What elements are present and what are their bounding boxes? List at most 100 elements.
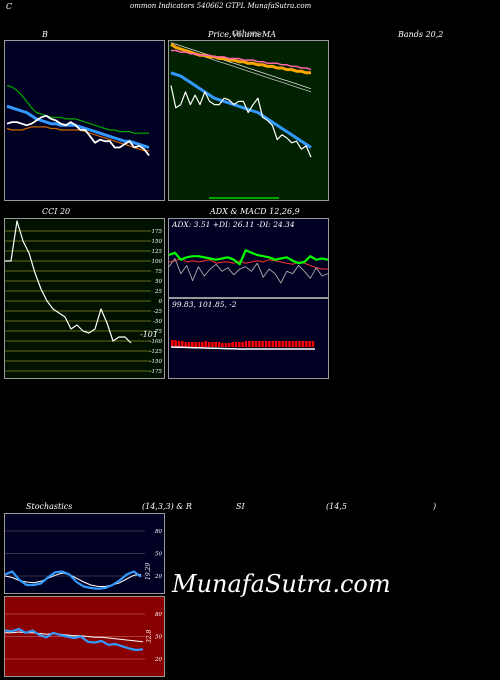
macd-hist-bar	[288, 341, 291, 347]
macd-hist-bar	[194, 342, 197, 347]
macd-hist-bar	[171, 340, 174, 347]
cci-tick-label: 0	[159, 299, 163, 305]
cci-tick-label: 150	[152, 239, 163, 245]
macd-hist-bar	[248, 341, 251, 347]
bollinger-chart	[6, 84, 150, 157]
macd-hist-bar	[258, 341, 261, 347]
macd-hist-bar	[224, 343, 228, 347]
cci-tick-label: -75	[153, 329, 162, 335]
macd-hist-bar	[261, 341, 264, 347]
macd-hist-bar	[264, 341, 268, 347]
stoch-k-line	[4, 570, 142, 590]
macd-hist-bar	[221, 343, 224, 347]
adx-macd-title: ADX & MACD 12,26,9	[210, 207, 300, 216]
price-title-b: Volume	[232, 30, 262, 39]
cci-tick-label: -175	[150, 369, 163, 375]
stoch-tick-label: 50	[155, 552, 162, 558]
stoch-value-text: 19.29	[145, 563, 152, 580]
cci-tick-label: -100	[150, 339, 163, 345]
macd-hist-bar	[197, 342, 201, 347]
bb-price-line	[6, 114, 150, 157]
macd-chart	[170, 340, 315, 350]
macd-panel: 99.83, 101.85, -2	[168, 298, 329, 379]
cci-tick-label: -150	[150, 359, 163, 365]
rsi-line	[4, 627, 144, 652]
cci-tick-label: 50	[155, 279, 162, 285]
macd-hist-bar	[301, 341, 305, 347]
header-left-letter: C	[6, 2, 13, 11]
price-ma-panel	[168, 40, 329, 201]
stoch-d-line	[4, 572, 142, 587]
macd-hist-bar	[254, 341, 258, 347]
rsi-chart: 80 50 20 32.8	[4, 612, 162, 663]
rsi-tick-label: 80	[155, 612, 162, 618]
cci-tick-label: -50	[153, 319, 162, 325]
adx-panel: ADX: 3.51 +DI: 26.11 -DI: 24.34	[168, 218, 329, 298]
stoch-tick-label: 20	[154, 574, 162, 580]
macd-hist-bar	[274, 341, 278, 347]
adx-plus-di-line	[168, 249, 329, 266]
macd-hist-bar	[291, 341, 295, 347]
cci-value-label: -101	[140, 330, 158, 339]
macd-hist-bar	[238, 342, 241, 347]
macd-line	[170, 346, 315, 350]
cci-tick-label: 25	[154, 289, 162, 295]
bb-upper-line	[6, 84, 149, 134]
bb-middle-line	[6, 104, 150, 149]
cci-tick-label: 100	[152, 259, 163, 265]
rsi-params: (14,5	[326, 502, 347, 511]
macd-hist-bar	[177, 341, 181, 347]
rsi-title: SI	[236, 502, 245, 511]
macd-hist-bar	[187, 342, 191, 347]
macd-hist-bar	[294, 341, 298, 347]
price-title-c: Others	[232, 29, 260, 38]
bollinger-panel	[4, 40, 165, 201]
macd-hist-bar	[278, 341, 281, 347]
price-title-d: MA	[262, 30, 276, 39]
ma-mid-line-b	[170, 42, 312, 90]
macd-hist-bar	[181, 341, 184, 347]
ma-pink-line	[171, 49, 312, 71]
macd-hist-bar	[298, 341, 301, 347]
macd-hist-bar	[211, 342, 214, 347]
bands-title-left: B	[42, 30, 48, 39]
macd-hist-bar	[231, 342, 234, 347]
macd-readout: 99.83, 101.85, -2	[172, 300, 237, 309]
stoch-title: Stochastics	[26, 502, 73, 511]
macd-hist-bar	[227, 343, 231, 347]
macd-hist-bar	[284, 341, 288, 347]
price-ma-chart	[170, 42, 312, 199]
rsi-tick-label: 20	[154, 657, 162, 663]
watermark: MunafaSutra.com	[172, 570, 391, 598]
stoch-panel: 80 50 20 19.29	[4, 513, 165, 594]
macd-hist-bar	[217, 342, 221, 347]
macd-hist-bar	[207, 342, 211, 347]
adx-minus-di-line	[168, 258, 328, 270]
macd-hist-bar	[268, 341, 271, 347]
macd-hist-bar	[308, 341, 311, 347]
macd-hist-bar	[281, 341, 284, 347]
cci-line	[5, 220, 132, 344]
cci-tick-label: -25	[153, 309, 162, 315]
macd-hist-bar	[244, 341, 248, 347]
adx-chart	[168, 249, 329, 284]
macd-hist-bar	[184, 342, 187, 347]
cci-tick-label: 75	[155, 269, 162, 275]
bb-lower-line	[6, 126, 149, 152]
rsi-params-close: )	[433, 502, 437, 511]
stoch-params: (14,3,3) & R	[142, 502, 192, 511]
cci-title: CCI 20	[42, 207, 71, 216]
macd-hist-bar	[305, 341, 308, 347]
cci-tick-label: 175	[152, 229, 163, 235]
macd-hist-bar	[271, 341, 274, 347]
stoch-tick-label: 80	[155, 529, 162, 535]
cci-panel: 175 150 125 100 75 50 25 0 -25 -50 -75 -100 -125 -150…	[4, 218, 165, 379]
macd-hist-bar	[191, 342, 194, 347]
macd-hist-bar	[311, 341, 315, 347]
macd-hist-bar	[204, 341, 207, 347]
rsi-value-text: 32.8	[146, 629, 153, 643]
ma-price-line	[170, 85, 312, 158]
adx-line	[168, 258, 329, 284]
cci-tick-label: -125	[150, 349, 163, 355]
